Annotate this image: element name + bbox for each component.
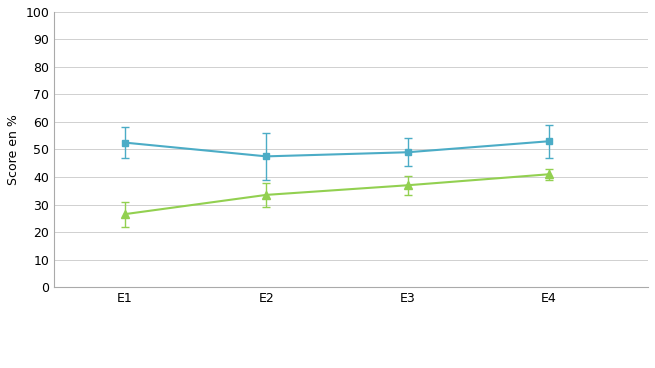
Y-axis label: Score en %: Score en % <box>7 114 20 185</box>
